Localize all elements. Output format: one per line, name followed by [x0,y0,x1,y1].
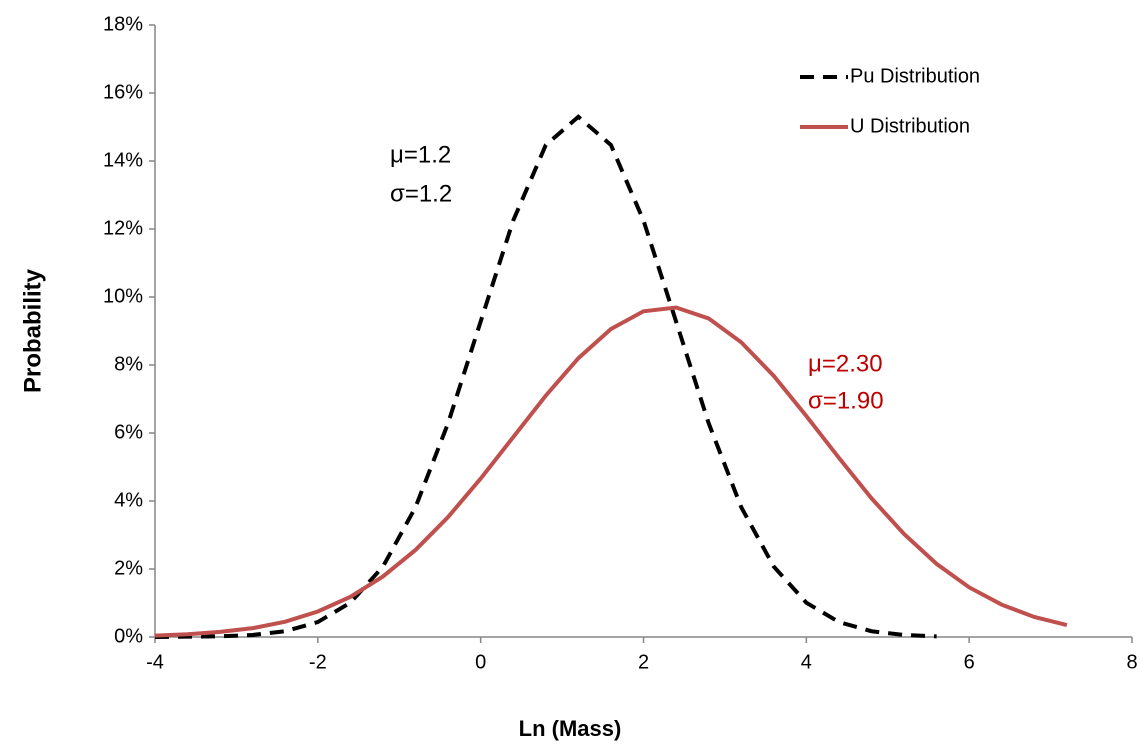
x-tick-label: -4 [146,651,164,673]
annotation: σ=1.2 [390,180,452,207]
annotation: σ=1.90 [808,387,884,414]
series-line [154,305,1068,638]
x-tick-label: 8 [1126,651,1137,673]
y-tick-label: 8% [114,353,143,375]
x-tick-label: 4 [801,651,812,673]
legend-label: Pu Distribution [850,65,980,87]
y-tick-label: 10% [103,285,143,307]
annotation: μ=2.30 [808,350,883,377]
series-line [154,114,937,639]
annotation: μ=1.2 [390,141,451,168]
y-tick-label: 16% [103,81,143,103]
y-tick-label: 18% [103,13,143,35]
y-tick-label: 0% [114,625,143,647]
y-tick-label: 6% [114,421,143,443]
y-tick-label: 2% [114,557,143,579]
y-tick-label: 4% [114,489,143,511]
legend-label: U Distribution [850,115,970,137]
x-axis-label: Ln (Mass) [519,716,622,741]
y-tick-label: 14% [103,149,143,171]
x-tick-label: 0 [475,651,486,673]
x-tick-label: -2 [309,651,327,673]
y-axis-label: Probability [19,268,46,393]
x-tick-label: 2 [638,651,649,673]
y-tick-label: 12% [103,217,143,239]
x-tick-label: 6 [964,651,975,673]
